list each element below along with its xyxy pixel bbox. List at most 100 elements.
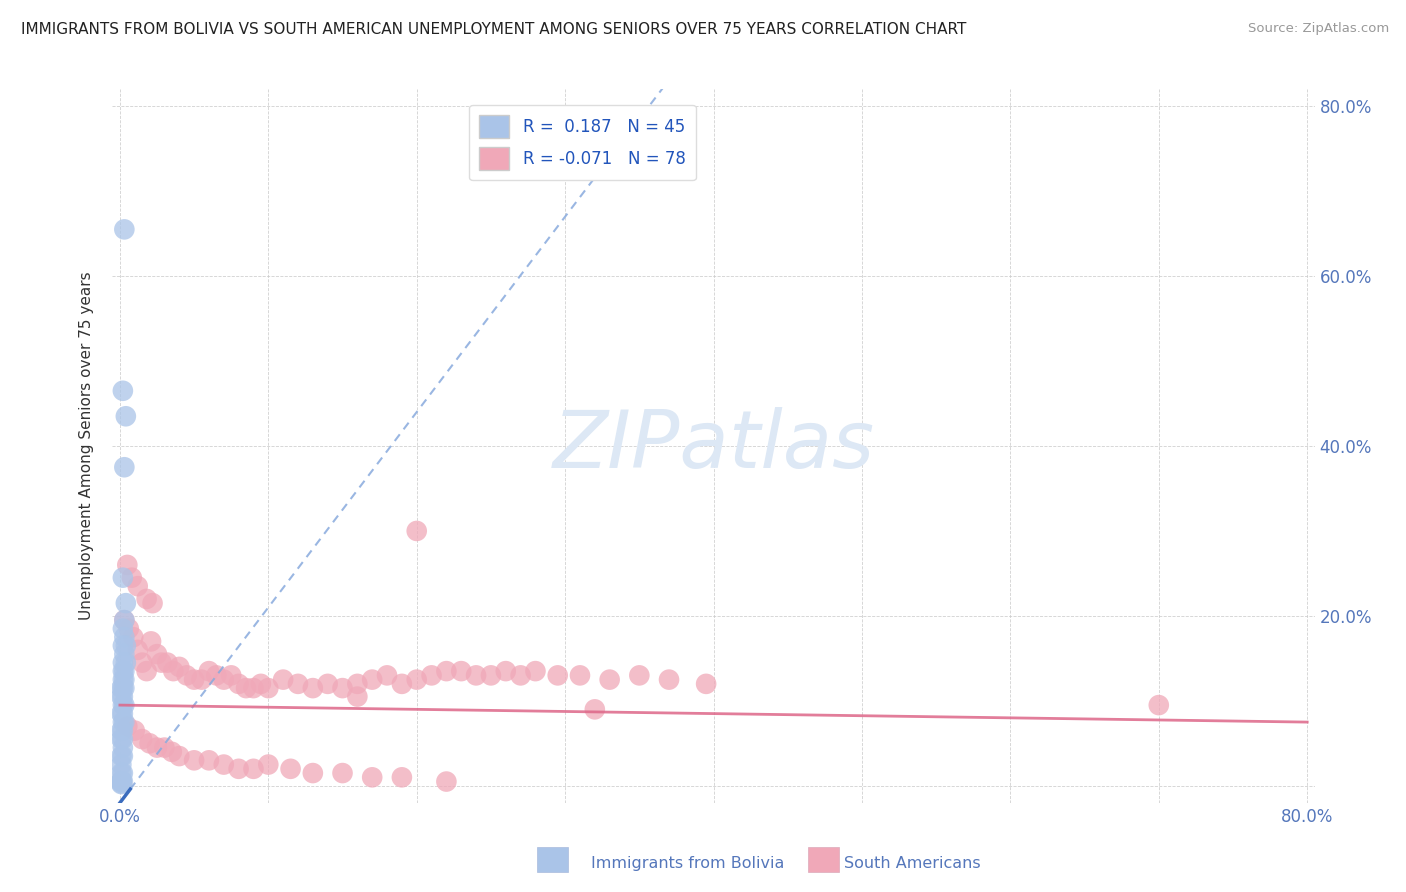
Point: [235, 681, 257, 695]
Point: [391, 770, 413, 784]
Point: [176, 668, 198, 682]
Point: [141, 596, 163, 610]
Point: [110, 766, 132, 780]
Point: [110, 777, 132, 791]
Point: [127, 579, 149, 593]
Point: [112, 673, 135, 687]
Point: [228, 762, 250, 776]
Point: [583, 702, 606, 716]
Point: [405, 524, 427, 538]
Point: [465, 668, 488, 682]
Point: [111, 664, 134, 678]
Text: Immigrants from Bolivia: Immigrants from Bolivia: [591, 856, 785, 871]
Point: [436, 774, 458, 789]
Point: [287, 677, 309, 691]
Point: [110, 690, 132, 704]
Point: [205, 668, 228, 682]
Point: [112, 222, 135, 236]
Point: [122, 630, 145, 644]
Point: [547, 668, 569, 682]
Point: [112, 613, 135, 627]
Point: [110, 732, 132, 747]
Text: Source: ZipAtlas.com: Source: ZipAtlas.com: [1249, 22, 1389, 36]
Point: [568, 668, 591, 682]
Point: [110, 776, 132, 790]
Point: [112, 460, 135, 475]
Point: [135, 664, 157, 678]
Point: [111, 723, 134, 738]
Point: [599, 673, 621, 687]
Point: [112, 664, 135, 678]
Point: [111, 639, 134, 653]
Point: [115, 656, 138, 670]
Point: [257, 681, 280, 695]
Point: [628, 668, 651, 682]
Point: [111, 622, 134, 636]
Point: [361, 673, 384, 687]
Point: [332, 766, 354, 780]
Point: [301, 766, 323, 780]
Point: [301, 681, 323, 695]
Point: [346, 690, 368, 704]
Point: [111, 690, 134, 704]
Point: [111, 774, 134, 789]
Point: [332, 681, 354, 695]
Point: [146, 647, 169, 661]
Point: [111, 749, 134, 764]
Point: [127, 643, 149, 657]
Point: [509, 668, 531, 682]
Point: [346, 677, 368, 691]
Point: [111, 698, 134, 712]
Point: [111, 656, 134, 670]
Point: [169, 660, 191, 674]
Point: [111, 715, 134, 730]
Point: [198, 753, 221, 767]
Point: [219, 668, 242, 682]
Point: [190, 673, 212, 687]
Point: [361, 770, 384, 784]
Point: [162, 664, 184, 678]
Point: [450, 664, 472, 678]
Point: [111, 732, 134, 747]
Point: [242, 762, 264, 776]
Point: [121, 571, 143, 585]
Point: [139, 634, 162, 648]
Point: [110, 774, 132, 789]
Text: ZIPatlas: ZIPatlas: [553, 407, 875, 485]
Point: [316, 677, 339, 691]
Point: [115, 596, 138, 610]
Point: [420, 668, 443, 682]
Point: [110, 757, 132, 772]
Point: [183, 673, 205, 687]
Point: [117, 719, 139, 733]
Point: [212, 757, 235, 772]
Point: [124, 723, 146, 738]
Point: [112, 630, 135, 644]
Point: [112, 613, 135, 627]
Point: [658, 673, 681, 687]
Point: [156, 656, 179, 670]
Point: [150, 656, 173, 670]
Text: South Americans: South Americans: [844, 856, 980, 871]
Point: [111, 766, 134, 780]
Point: [479, 668, 502, 682]
Point: [115, 409, 138, 424]
Point: [375, 668, 398, 682]
Point: [131, 656, 153, 670]
Point: [111, 681, 134, 695]
Point: [110, 723, 132, 738]
Point: [138, 736, 160, 750]
Point: [1147, 698, 1170, 712]
Point: [110, 681, 132, 695]
Point: [111, 673, 134, 687]
Point: [111, 706, 134, 721]
Point: [257, 757, 280, 772]
Point: [111, 740, 134, 755]
Point: [271, 673, 294, 687]
Point: [112, 647, 135, 661]
Point: [228, 677, 250, 691]
Point: [695, 677, 717, 691]
Point: [115, 639, 138, 653]
Point: [112, 698, 135, 712]
Point: [242, 681, 264, 695]
